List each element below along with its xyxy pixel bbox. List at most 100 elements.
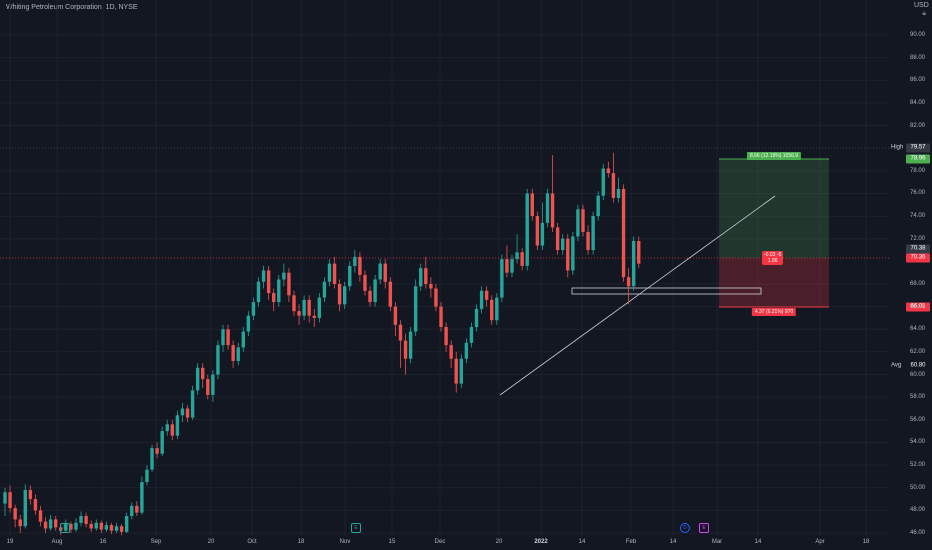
candle-body <box>302 299 306 316</box>
time-tick: 16 <box>99 539 107 545</box>
time-tick: 2022 <box>534 539 548 545</box>
candle-body <box>206 379 210 395</box>
candle-body <box>185 408 190 418</box>
price-tick: 74.00 <box>910 213 926 220</box>
candle-body <box>611 173 616 198</box>
candle-body <box>581 209 585 232</box>
support-rectangle <box>571 287 762 295</box>
candle-body <box>388 281 393 307</box>
time-tick: Nov <box>339 539 351 545</box>
candle-body <box>631 240 636 287</box>
candle-body <box>297 311 301 316</box>
time-tick: Oct <box>247 539 257 545</box>
earnings-marker[interactable]: E <box>351 523 361 533</box>
price-tick: 72.00 <box>910 235 926 242</box>
candle-body <box>454 358 458 384</box>
time-tick: 14 <box>754 539 762 545</box>
price-tick: 48.00 <box>910 507 926 514</box>
candle-body <box>637 240 641 264</box>
candle-body <box>540 222 545 246</box>
price-tick: 68.00 <box>910 281 926 287</box>
candle-body <box>606 168 611 174</box>
candle-body <box>33 499 38 511</box>
price-tick: 56.00 <box>910 416 926 423</box>
candle-body <box>74 522 78 530</box>
candle-body <box>28 489 33 500</box>
candle-body <box>586 231 590 251</box>
dividend-marker[interactable]: D <box>680 523 690 533</box>
price-tick: 52.00 <box>910 462 926 469</box>
time-tick: 18 <box>862 539 870 545</box>
candle-body <box>419 268 423 287</box>
candle-body <box>495 297 499 321</box>
time-tick: Apr <box>815 539 825 545</box>
candle-body <box>130 505 134 517</box>
candle-body <box>165 424 169 432</box>
price-tick: 60.00 <box>910 371 926 378</box>
candle-body <box>135 505 139 513</box>
currency-label[interactable]: USD 🔒︎ <box>914 2 929 17</box>
price-tick: 78.00 <box>910 167 926 174</box>
candle-body <box>160 431 164 454</box>
candle-body <box>231 345 235 361</box>
price-tick: 88.00 <box>910 54 926 61</box>
earnings-marker[interactable]: E <box>699 523 709 533</box>
candle-body <box>89 523 93 529</box>
candle-body <box>434 288 438 307</box>
candle-body <box>591 216 595 251</box>
candle-body <box>94 522 98 529</box>
candle-body <box>576 209 580 237</box>
candle-body <box>621 188 626 278</box>
candle-body <box>287 272 291 296</box>
candle-body <box>348 265 352 287</box>
candle-body <box>464 342 469 359</box>
price-tick: 62.00 <box>910 348 926 355</box>
price-tick: 76.00 <box>910 190 926 197</box>
price-tick: 84.00 <box>910 99 926 106</box>
candle-body <box>180 408 185 416</box>
candle-body <box>424 268 428 284</box>
candle-body <box>84 516 88 524</box>
price-axis[interactable]: High 79.57 78.96 70.38 70.36 Avg 60.80 6… <box>890 0 932 536</box>
time-tick: Feb <box>625 539 637 545</box>
candle-body <box>353 256 357 266</box>
candle-body <box>246 315 251 332</box>
candle-body <box>124 516 129 532</box>
candle-body <box>363 274 367 291</box>
candle-body <box>23 489 27 527</box>
time-tick: 20 <box>207 539 215 545</box>
candle-body <box>500 259 504 298</box>
candle-body <box>175 415 180 436</box>
candle-body <box>119 526 124 532</box>
candle-body <box>601 168 605 196</box>
candle-body <box>211 374 215 395</box>
stop-price: 66.01 <box>906 302 930 312</box>
price-tick: 64.00 <box>910 326 926 333</box>
candle-body <box>261 270 266 282</box>
candle-body <box>317 297 322 318</box>
earnings-marker[interactable]: E <box>60 523 70 533</box>
candle-body <box>272 293 276 303</box>
candle-body <box>383 263 387 282</box>
candle-body <box>378 263 382 280</box>
candle-body <box>327 263 332 282</box>
candle-body <box>69 523 73 530</box>
symbol-title[interactable]: Whiting Petroleum Corporation, 1D, NYSE <box>6 4 138 11</box>
time-axis[interactable]: 19 Aug 16 Sep 20 Oct 18 Nov 15 Dec 20 2022 14 Feb 14 Ma… <box>0 536 890 550</box>
candle-body <box>256 281 261 303</box>
candle-body <box>408 331 413 359</box>
time-tick: Mar <box>711 539 723 545</box>
price-plot[interactable] <box>0 0 890 536</box>
candle-body <box>515 252 519 260</box>
time-tick: 14 <box>578 539 586 545</box>
candle-body <box>251 302 256 316</box>
candle-body <box>150 448 154 470</box>
price-tick: 82.00 <box>910 122 926 129</box>
candle-body <box>236 347 240 361</box>
candle-body <box>170 424 175 436</box>
candle-body <box>469 327 474 343</box>
price-tick: 50.00 <box>910 484 926 491</box>
candle-body <box>373 279 377 303</box>
candle-body <box>561 238 565 251</box>
